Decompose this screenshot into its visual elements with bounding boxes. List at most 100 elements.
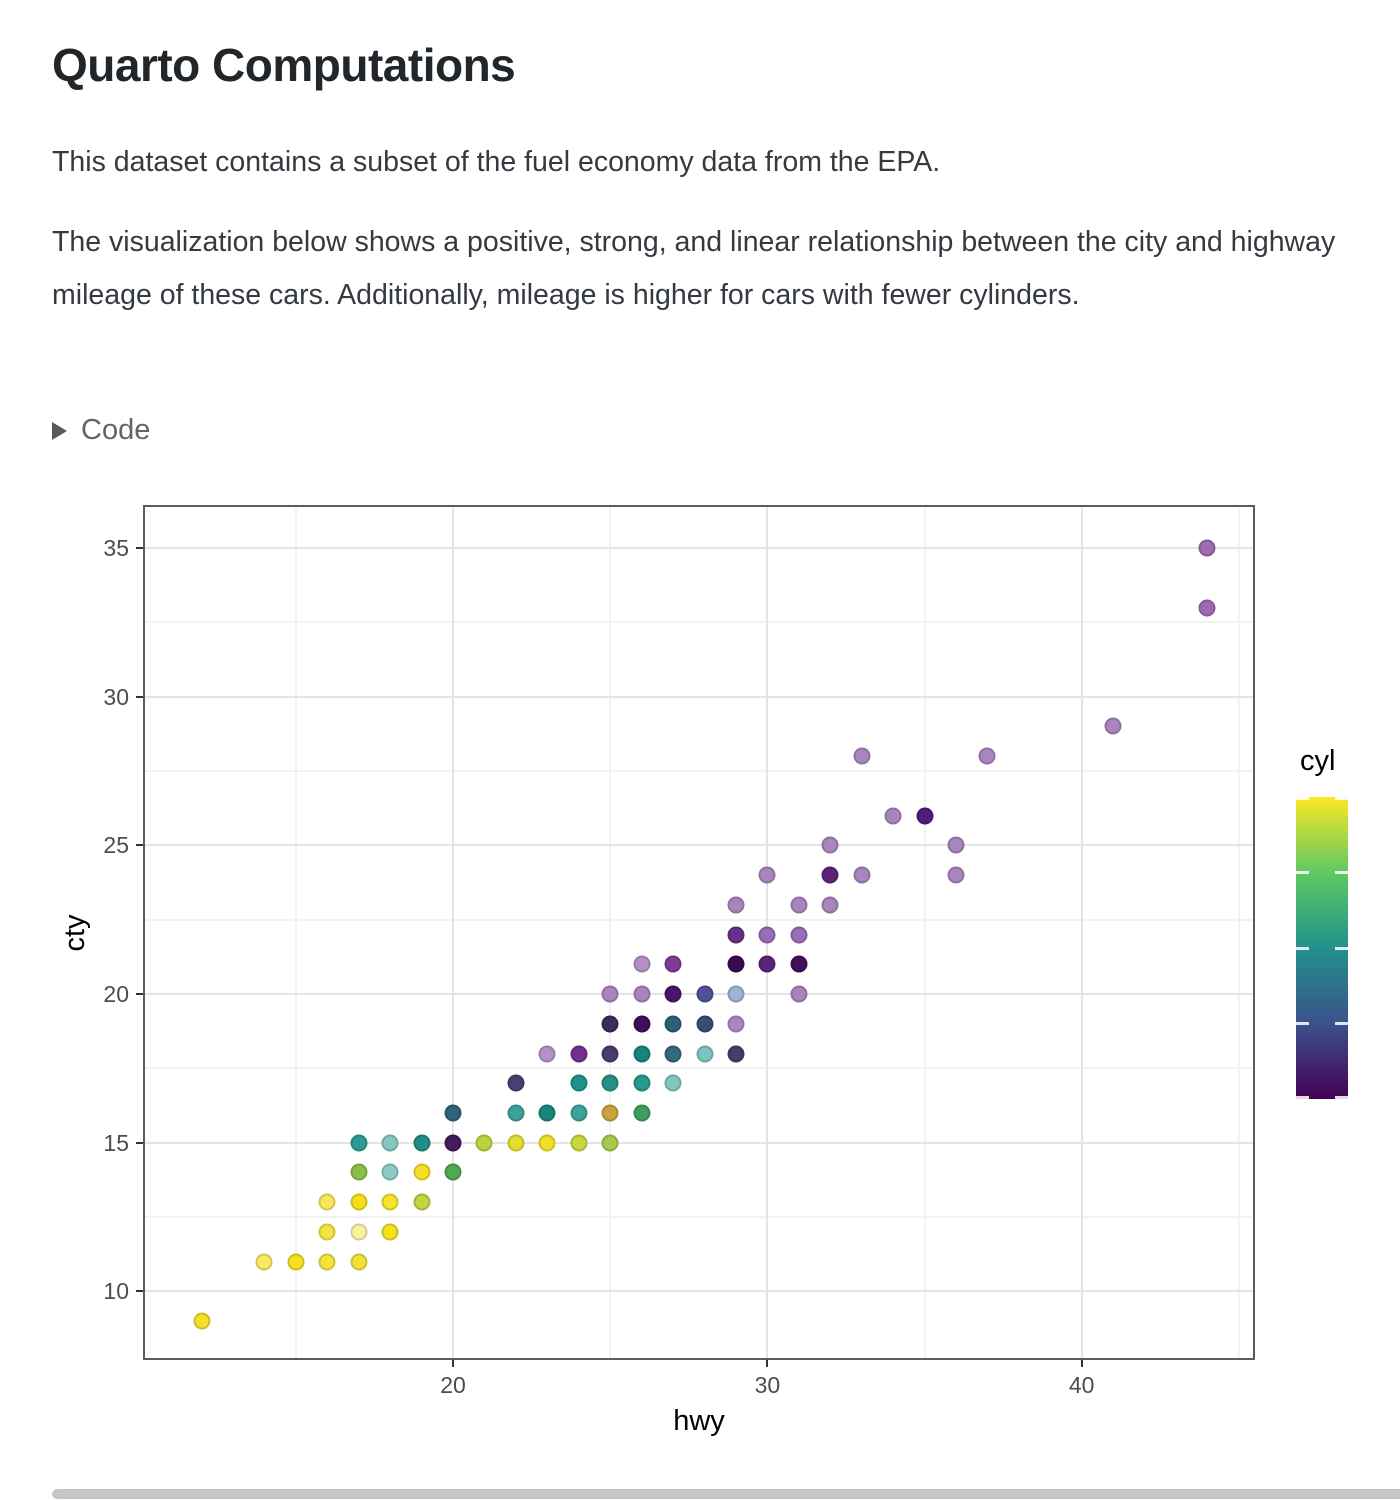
minor-gridline-vertical [923, 507, 926, 1358]
data-point-hwy25-cty18 [601, 1045, 619, 1063]
data-point-hwy31-cty23 [790, 896, 808, 914]
data-point-hwy22-cty17 [507, 1074, 525, 1092]
colorbar-tick [1335, 871, 1348, 874]
data-point-hwy24-cty15 [570, 1134, 588, 1152]
data-point-hwy17-cty13 [350, 1193, 368, 1211]
data-point-hwy33-cty28 [853, 747, 871, 765]
data-point-hwy12-cty9 [193, 1312, 211, 1330]
data-point-hwy29-cty18 [727, 1045, 745, 1063]
data-point-hwy32-cty23 [821, 896, 839, 914]
data-point-hwy20-cty15 [444, 1134, 462, 1152]
major-gridline-vertical [452, 507, 455, 1358]
data-point-hwy23-cty15 [538, 1134, 556, 1152]
y-axis-tick-label: 15 [103, 1129, 129, 1156]
data-point-hwy28-cty19 [696, 1015, 713, 1033]
data-point-hwy32-cty24 [821, 866, 839, 884]
colorbar-legend: cyl [1296, 745, 1386, 1099]
data-point-hwy24-cty16 [570, 1104, 588, 1122]
y-axis-tick [136, 993, 143, 996]
data-point-hwy22-cty15 [507, 1134, 525, 1152]
x-axis-tick-label: 20 [440, 1372, 466, 1398]
data-point-hwy15-cty11 [287, 1253, 305, 1271]
data-point-hwy29-cty23 [727, 896, 745, 914]
data-point-hwy16-cty11 [318, 1253, 336, 1271]
data-point-hwy16-cty13 [318, 1193, 336, 1211]
legend-title: cyl [1300, 745, 1336, 777]
data-point-hwy29-cty19 [727, 1015, 745, 1033]
minor-gridline-horizontal [145, 770, 1253, 773]
data-point-hwy17-cty14 [350, 1163, 368, 1181]
data-point-hwy27-cty20 [664, 985, 682, 1003]
data-point-hwy37-cty28 [978, 747, 996, 765]
data-point-hwy30-cty21 [758, 955, 776, 973]
data-point-hwy44-cty35 [1198, 539, 1216, 557]
colorbar-tick [1296, 1096, 1309, 1099]
data-point-hwy34-cty26 [884, 807, 902, 825]
data-point-hwy30-cty24 [758, 866, 776, 884]
x-axis-tick-label: 30 [754, 1372, 781, 1398]
colorbar-tick [1335, 946, 1348, 950]
y-axis-tick-label: 35 [103, 535, 129, 562]
data-point-hwy25-cty15 [601, 1134, 619, 1152]
minor-gridline-horizontal [145, 918, 1253, 921]
intro-paragraph: This dataset contains a subset of the fu… [52, 146, 941, 178]
horizontal-scrollbar[interactable] [52, 1489, 1400, 1499]
x-axis-tick [1080, 1360, 1083, 1367]
data-point-hwy27-cty19 [664, 1015, 682, 1033]
data-point-hwy29-cty20 [727, 985, 745, 1003]
y-axis-tick-label: 10 [103, 1278, 129, 1305]
data-point-hwy27-cty17 [664, 1074, 682, 1092]
minor-gridline-horizontal [145, 1216, 1253, 1219]
y-axis-tick-label: 25 [103, 832, 129, 859]
colorbar-tick [1296, 946, 1309, 950]
y-axis-tick [136, 547, 143, 550]
data-point-hwy24-cty18 [570, 1045, 588, 1063]
data-point-hwy44-cty33 [1198, 599, 1216, 616]
data-point-hwy35-cty26 [916, 807, 934, 825]
data-point-hwy23-cty16 [538, 1104, 556, 1122]
y-axis-tick-label: 30 [103, 683, 129, 710]
minor-gridline-horizontal [145, 1067, 1253, 1070]
colorbar-tick [1296, 797, 1309, 800]
data-point-hwy18-cty12 [381, 1223, 399, 1241]
minor-gridline-vertical [294, 507, 297, 1358]
data-point-hwy26-cty21 [633, 955, 651, 973]
y-axis-tick-label: 20 [103, 981, 129, 1008]
data-point-hwy19-cty13 [413, 1193, 431, 1211]
colorbar-tick [1296, 1022, 1309, 1025]
data-point-hwy26-cty20 [633, 985, 651, 1003]
data-point-hwy32-cty25 [821, 836, 839, 854]
data-point-hwy26-cty18 [633, 1045, 651, 1063]
data-point-hwy36-cty25 [947, 836, 965, 854]
data-point-hwy18-cty13 [381, 1193, 399, 1211]
colorbar-tick [1335, 1022, 1348, 1025]
data-point-hwy26-cty16 [633, 1104, 651, 1122]
data-point-hwy24-cty17 [570, 1074, 588, 1092]
major-gridline-horizontal [145, 844, 1253, 847]
data-point-hwy33-cty24 [853, 866, 871, 884]
y-axis-title: cty [59, 913, 92, 952]
data-point-hwy25-cty17 [601, 1074, 619, 1092]
data-point-hwy31-cty20 [790, 985, 808, 1003]
y-axis-tick [136, 844, 143, 847]
major-gridline-horizontal [145, 547, 1253, 550]
major-gridline-horizontal [145, 695, 1253, 698]
minor-gridline-vertical [609, 507, 612, 1358]
major-gridline-vertical [1080, 507, 1083, 1358]
minor-gridline-horizontal [145, 621, 1253, 624]
description-paragraph: The visualization below shows a positive… [52, 226, 1336, 311]
data-point-hwy25-cty19 [601, 1015, 619, 1033]
page-title: Quarto Computations [52, 39, 516, 91]
minor-gridline-vertical [1237, 507, 1240, 1358]
data-point-hwy19-cty15 [413, 1134, 431, 1152]
data-point-hwy31-cty22 [790, 926, 808, 944]
x-axis-tick [452, 1360, 455, 1367]
data-point-hwy28-cty18 [696, 1045, 713, 1063]
data-point-hwy17-cty12 [350, 1223, 368, 1241]
data-point-hwy31-cty21 [790, 955, 808, 973]
x-axis-tick-label: 40 [1068, 1372, 1095, 1398]
data-point-hwy22-cty16 [507, 1104, 525, 1122]
code-fold-toggle[interactable]: Code [52, 414, 150, 447]
major-gridline-horizontal [145, 1290, 1253, 1293]
